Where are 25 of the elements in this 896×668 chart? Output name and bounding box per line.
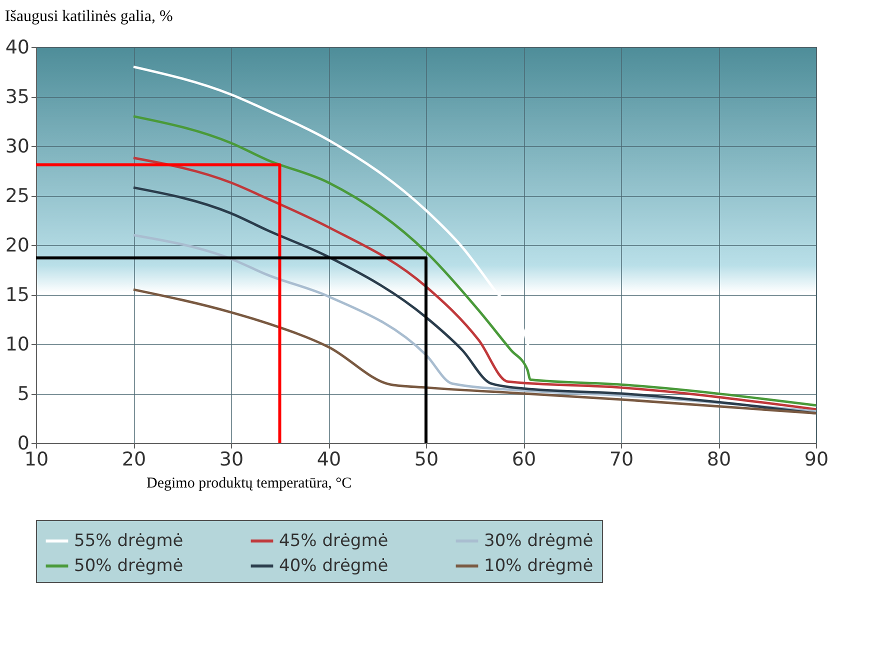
y-tick-label: 40 (5, 36, 30, 58)
x-axis-title: Degimo produktų temperatūra, °C (146, 476, 352, 492)
y-tick-label: 5 (17, 383, 30, 405)
y-tick-label: 20 (5, 234, 30, 256)
y-tick-label: 15 (5, 284, 30, 306)
x-tick-label: 70 (609, 448, 634, 470)
legend-label: 10% drėgmė (484, 556, 594, 576)
legend-label: 30% drėgmė (484, 531, 594, 551)
legend-label: 40% drėgmė (279, 556, 388, 576)
legend-label: 45% drėgmė (279, 531, 388, 551)
x-tick-label: 20 (122, 448, 146, 470)
x-tick-label: 90 (804, 448, 829, 470)
y-tick-label: 35 (5, 86, 30, 108)
x-tick-label: 30 (219, 448, 244, 470)
x-tick-label: 50 (414, 448, 439, 470)
x-tick-label: 80 (706, 448, 732, 470)
x-tick-label: 40 (316, 448, 342, 470)
y-tick-label: 25 (5, 185, 30, 207)
legend-label: 50% drėgmė (74, 556, 184, 576)
legend-label: 55% drėgmė (74, 531, 184, 551)
y-tick-label: 10 (5, 334, 30, 356)
chart-title: Išaugusi katilinės galia, % (4, 8, 173, 25)
line-series (132, 288, 818, 415)
x-tick-label: 60 (512, 448, 536, 470)
y-tick-label: 30 (5, 136, 30, 158)
